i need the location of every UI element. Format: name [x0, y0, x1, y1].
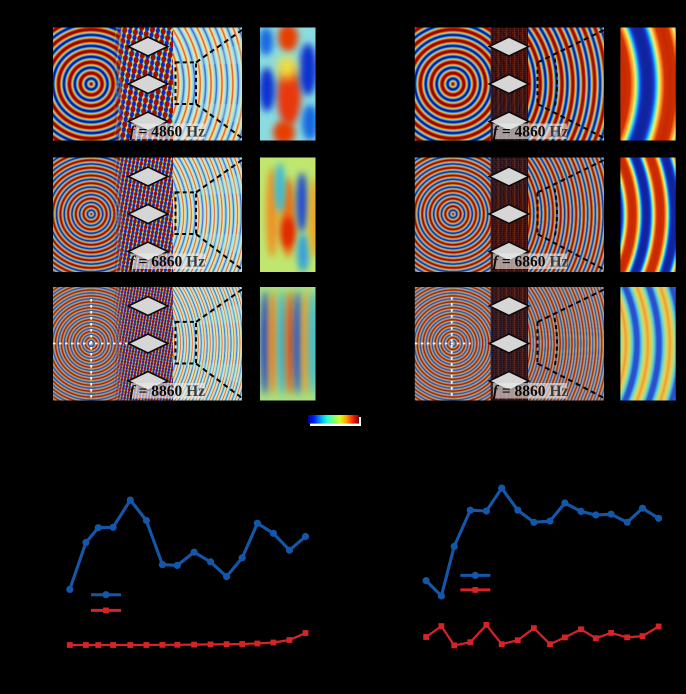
svg-text:f = 4860 Hz: f = 4860 Hz [130, 124, 206, 141]
svg-text:f = 6860 Hz: f = 6860 Hz [130, 254, 206, 271]
svg-text:f = 4860 Hz: f = 4860 Hz [493, 124, 569, 141]
svg-text:f = 8860 Hz: f = 8860 Hz [493, 383, 569, 400]
svg-text:f = 8860 Hz: f = 8860 Hz [130, 383, 206, 400]
svg-text:f = 6860 Hz: f = 6860 Hz [493, 254, 569, 271]
